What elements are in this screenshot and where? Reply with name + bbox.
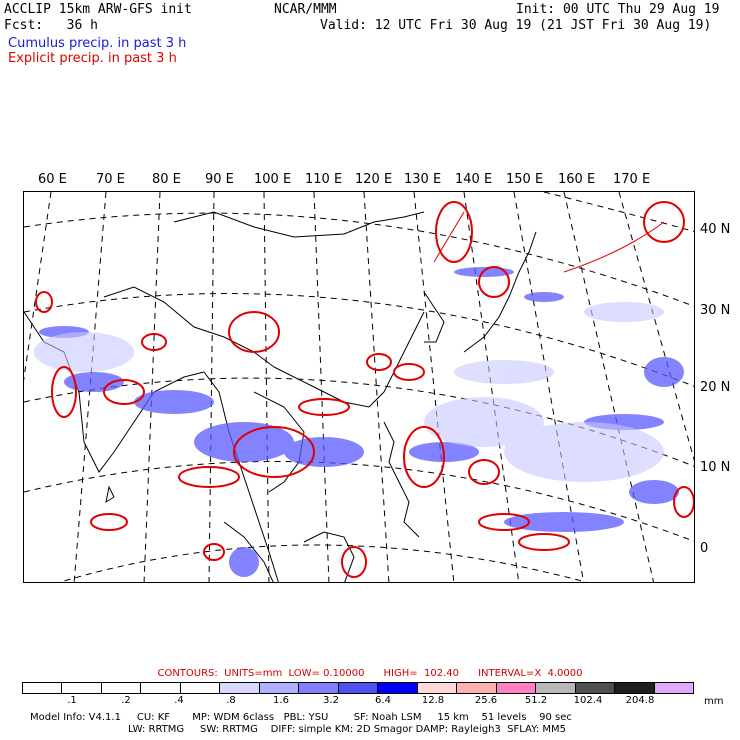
lat-label: 40 N <box>700 222 731 237</box>
colorbar-swatch <box>299 683 339 693</box>
colorbar-tick: .2 <box>121 695 131 706</box>
colorbar-tick: .4 <box>174 695 184 706</box>
colorbar-swatch <box>575 683 616 693</box>
lon-label: 150 E <box>506 172 544 187</box>
lat-label: 10 N <box>700 460 731 475</box>
precipitation-map <box>23 191 695 583</box>
colorbar-swatch <box>23 683 63 693</box>
contour-interval: INTERVAL=X 4.0000 <box>478 668 583 679</box>
lon-label: 130 E <box>404 172 442 187</box>
lat-label: 20 N <box>700 380 731 395</box>
lat-label: 30 N <box>700 303 731 318</box>
model-info-line1: Model Info: V4.1.1 CU: KF MP: WDM 6class… <box>30 712 572 723</box>
colorbar-swatch <box>259 683 300 693</box>
contour-high: HIGH= 102.40 <box>383 668 459 679</box>
contour-label: CONTOURS: UNITS=mm LOW= 0.10000 <box>157 668 365 679</box>
colorbar-swatch <box>615 683 655 693</box>
colorbar-swatch <box>180 683 221 693</box>
colorbar-swatch <box>536 683 576 693</box>
lon-label: 100 E <box>254 172 292 187</box>
colorbar-tick: 6.4 <box>375 695 391 706</box>
graticule-parallels <box>24 192 694 582</box>
colorbar-tick: 51.2 <box>524 695 548 706</box>
colorbar-swatch <box>338 683 379 693</box>
colorbar-tick: .1 <box>67 695 77 706</box>
init-time: Init: 00 UTC Thu 29 Aug 19 <box>516 2 720 17</box>
colorbar <box>22 682 694 694</box>
colorbar-swatch <box>378 683 418 693</box>
colorbar-units: mm <box>704 696 724 707</box>
colorbar-tick: 3.2 <box>323 695 339 706</box>
colorbar-tick: 25.6 <box>474 695 498 706</box>
center-label: NCAR/MMM <box>274 2 337 17</box>
colorbar-tick: 204.8 <box>625 695 655 706</box>
legend-explicit: Explicit precip. in past 3 h <box>8 51 177 66</box>
lon-label: 160 E <box>558 172 596 187</box>
colorbar-swatch <box>417 683 458 693</box>
colorbar-swatch <box>101 683 142 693</box>
lon-label: 70 E <box>96 172 125 187</box>
lon-label: 60 E <box>38 172 67 187</box>
colorbar-swatch <box>654 683 693 693</box>
lon-label: 90 E <box>205 172 234 187</box>
colorbar-tick: 102.4 <box>573 695 603 706</box>
model-info-line2: LW: RRTMG SW: RRTMG DIFF: simple KM: 2D … <box>128 724 567 735</box>
explicit-precip <box>35 201 694 578</box>
lon-label: 170 E <box>613 172 651 187</box>
colorbar-tick: .8 <box>226 695 236 706</box>
colorbar-tick: 1.6 <box>273 695 289 706</box>
forecast-hour: Fcst: 36 h <box>4 18 98 33</box>
run-title: ACCLIP 15km ARW-GFS init <box>4 2 192 17</box>
coastlines <box>24 211 537 582</box>
colorbar-tick: 12.8 <box>421 695 445 706</box>
colorbar-swatch <box>496 683 537 693</box>
lon-label: 80 E <box>152 172 181 187</box>
explicit-precip-wisp <box>433 211 665 273</box>
contour-info: CONTOURS: UNITS=mm LOW= 0.10000 HIGH= 10… <box>0 668 740 679</box>
colorbar-swatch <box>220 683 260 693</box>
lat-label: 0 <box>700 541 709 556</box>
lon-label: 140 E <box>455 172 493 187</box>
colorbar-swatch <box>141 683 181 693</box>
legend-cumulus: Cumulus precip. in past 3 h <box>8 36 187 51</box>
valid-time: Valid: 12 UTC Fri 30 Aug 19 (21 JST Fri … <box>320 18 712 33</box>
cumulus-precip-light <box>34 302 664 482</box>
colorbar-swatch <box>457 683 497 693</box>
lon-label: 120 E <box>355 172 393 187</box>
colorbar-swatch <box>62 683 102 693</box>
lon-label: 110 E <box>305 172 343 187</box>
